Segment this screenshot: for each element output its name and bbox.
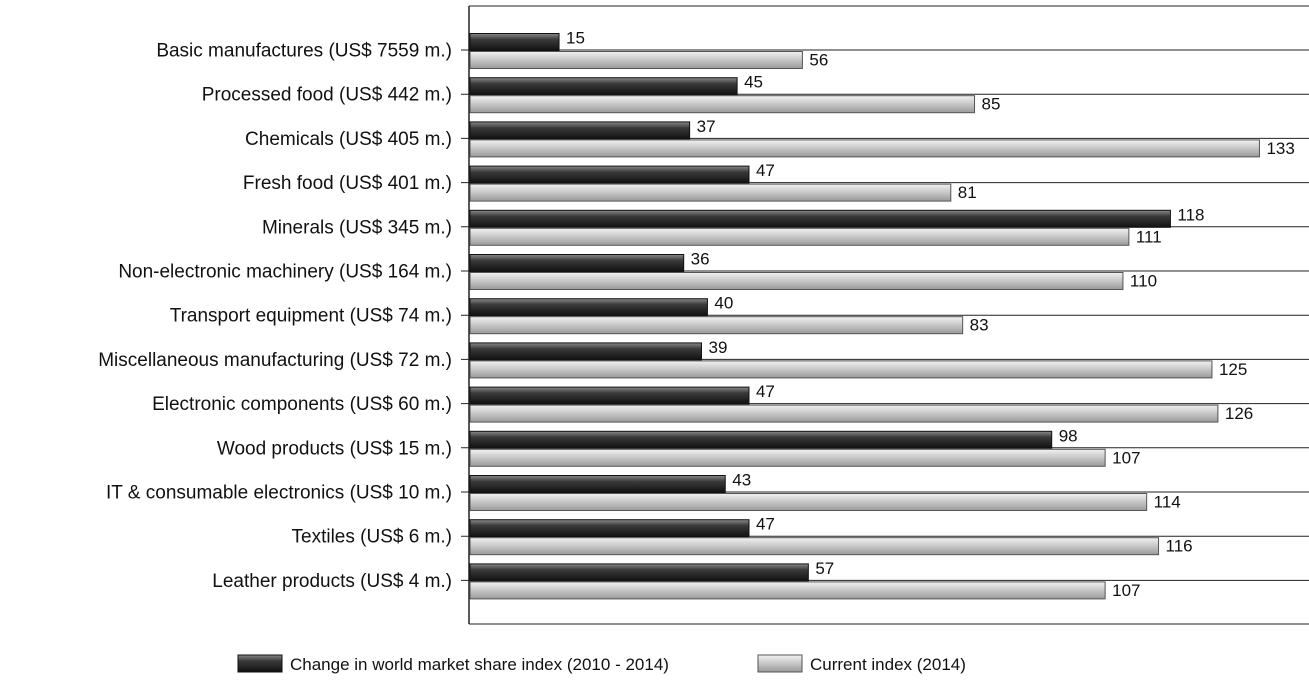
bar-change: [469, 430, 1053, 449]
value-label: 133: [1266, 139, 1294, 158]
value-label: 43: [732, 471, 751, 490]
bar-change: [469, 121, 691, 140]
value-label: 118: [1177, 205, 1204, 224]
bar-current: [469, 316, 964, 335]
legend-swatch-current: [757, 654, 803, 673]
value-label-bg: [1126, 272, 1163, 290]
value-label: 125: [1219, 360, 1247, 379]
value-label-bg: [1109, 449, 1146, 467]
value-label: 114: [1154, 493, 1181, 512]
value-label-bg: [711, 294, 738, 312]
value-label: 39: [708, 338, 727, 357]
value-label-bg: [1162, 537, 1199, 555]
bar-change: [469, 298, 708, 317]
value-label: 47: [756, 382, 775, 401]
category-label: Fresh food (US$ 401 m.): [243, 173, 452, 194]
value-label: 85: [982, 95, 1001, 114]
value-label: 36: [691, 250, 710, 269]
bar-change: [469, 165, 750, 184]
category-label: Leather products (US$ 4 m.): [212, 571, 452, 592]
labels: Basic manufactures (US$ 7559 m.) 15 56 Proc…: [98, 29, 1300, 600]
value-label: 57: [815, 559, 834, 578]
value-label: 111: [1136, 227, 1162, 246]
bar-change: [469, 254, 685, 272]
value-label-bg: [752, 515, 779, 533]
legend: Change in world market share index (2010…: [237, 654, 966, 674]
value-label: 15: [566, 29, 585, 48]
bar-current: [469, 227, 1130, 246]
category-label: Processed food (US$ 442 m.): [202, 85, 452, 106]
bar-change: [469, 33, 560, 51]
bar-current: [469, 581, 1106, 600]
value-label-bg: [966, 316, 993, 334]
value-label: 45: [744, 73, 763, 92]
bar-change: [469, 342, 702, 361]
value-label-bg: [954, 184, 981, 202]
category-label: Transport equipment (US$ 74 m.): [170, 306, 452, 327]
value-label-bg: [729, 471, 756, 489]
value-label: 47: [756, 515, 775, 534]
bar-change: [469, 475, 726, 493]
bar-current: [469, 493, 1148, 511]
value-label: 126: [1225, 404, 1253, 423]
value-label-bg: [752, 383, 779, 401]
bar-current: [469, 537, 1160, 556]
value-label-bg: [806, 51, 833, 69]
category-label: Non-electronic machinery (US$ 164 m.): [118, 262, 452, 283]
category-label: Basic manufactures (US$ 7559 m.): [156, 41, 452, 62]
bar-change: [469, 519, 750, 538]
value-label-bg: [741, 73, 768, 91]
value-label-bg: [978, 95, 1005, 113]
bar-current: [469, 183, 952, 202]
bar-current: [469, 404, 1219, 423]
value-label: 107: [1112, 581, 1140, 600]
bar-current: [469, 51, 803, 69]
value-label-bg: [1221, 405, 1258, 423]
legend-label-change: Change in world market share index (2010…: [290, 655, 669, 674]
legend-swatch-change: [237, 654, 283, 673]
value-label-bg: [693, 117, 720, 135]
category-label: IT & consumable electronics (US$ 10 m.): [106, 483, 452, 504]
value-label-bg: [812, 559, 839, 577]
bar-change: [469, 386, 750, 405]
value-label: 81: [958, 183, 977, 202]
category-label: Textiles (US$ 6 m.): [292, 527, 452, 548]
category-label: Wood products (US$ 15 m.): [217, 438, 452, 459]
value-label: 110: [1130, 272, 1157, 291]
value-label: 56: [809, 51, 828, 70]
value-label: 98: [1059, 426, 1078, 445]
value-label-bg: [1215, 360, 1252, 378]
bars: [469, 33, 1260, 600]
value-label-bg: [1055, 427, 1082, 445]
bar-current: [469, 95, 976, 114]
category-label: Miscellaneous manufacturing (US$ 72 m.): [98, 350, 452, 371]
value-label-bg: [752, 162, 779, 180]
value-label: 47: [756, 161, 775, 180]
value-label-bg: [1174, 206, 1211, 224]
value-label-bg: [1150, 493, 1187, 511]
value-label: 107: [1112, 448, 1140, 467]
value-label-bg: [1132, 228, 1169, 246]
category-label: Chemicals (US$ 405 m.): [245, 129, 452, 150]
value-label: 37: [697, 117, 716, 136]
value-label-bg: [687, 250, 714, 268]
category-label: Electronic components (US$ 60 m.): [152, 394, 452, 415]
value-label-bg: [705, 338, 732, 356]
bar-current: [469, 272, 1124, 290]
value-label: 116: [1166, 537, 1193, 556]
bar-current: [469, 360, 1213, 379]
bar-change: [469, 209, 1171, 228]
bar-current: [469, 139, 1260, 158]
bar-change: [469, 563, 809, 582]
bar-current: [469, 448, 1106, 467]
value-label-bg: [563, 29, 590, 47]
value-label: 40: [714, 294, 733, 313]
value-label-bg: [1109, 581, 1146, 599]
value-label-bg: [1263, 139, 1300, 157]
value-label: 83: [970, 316, 989, 335]
category-label: Minerals (US$ 345 m.): [262, 217, 452, 238]
bar-change: [469, 77, 738, 96]
legend-label-current: Current index (2014): [810, 655, 966, 674]
